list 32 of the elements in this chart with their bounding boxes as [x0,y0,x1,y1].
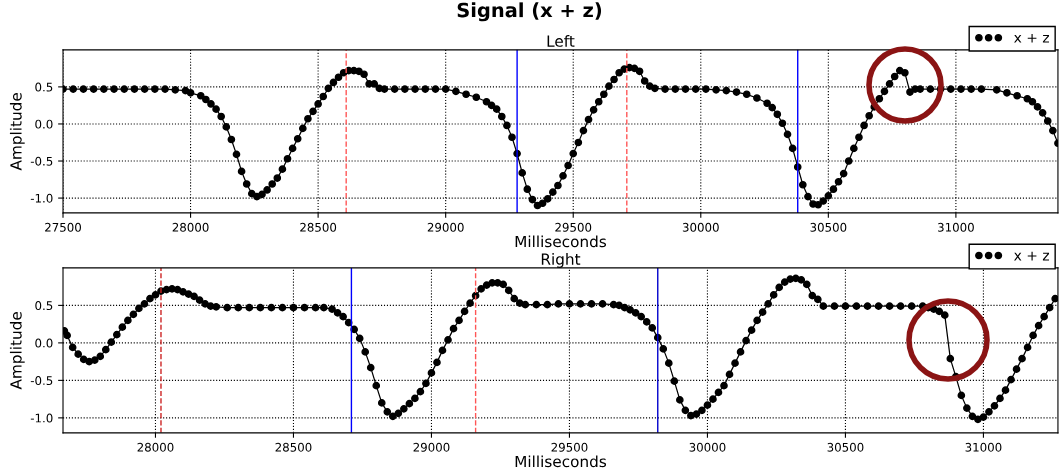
x-tick-label: 29000 [427,222,464,232]
y-axis-title: Amplitude [9,312,25,390]
x-tick-label: 28500 [300,222,337,232]
y-tick-label: 0.5 [35,82,53,92]
x-tick-label: 29500 [555,222,592,232]
y-tick-label: -0.5 [30,156,53,166]
y-tick-label: -1.0 [30,193,53,203]
x-tick-label: 30500 [827,442,864,452]
x-tick-label: 30000 [682,222,719,232]
x-tick-label: 29500 [551,442,588,452]
x-axis-title: Milliseconds [515,235,607,248]
x-tick-label: 31000 [938,222,974,232]
x-tick-label: 31000 [965,442,1002,452]
x-tick-label: 28000 [137,442,174,452]
x-tick-label: 27500 [45,222,81,232]
x-tick-label: 29000 [413,442,450,452]
y-tick-label: 0.5 [35,301,53,311]
y-tick-label: 0.0 [35,338,53,348]
chart-subtitle: Left [547,35,575,47]
x-tick-label: 28000 [172,222,209,232]
legend-label: x + z [1014,251,1050,261]
x-axis-title: Milliseconds [515,455,607,468]
chart-title: Signal (x + z) [457,2,602,22]
x-tick-label: 30500 [810,222,847,232]
x-tick-label: 28500 [275,442,312,452]
y-tick-label: -1.0 [30,413,53,423]
legend-label: x + z [1014,33,1050,43]
y-tick-label: 0.0 [35,119,53,129]
y-tick-label: -0.5 [30,376,53,386]
y-axis-title: Amplitude [9,93,25,171]
x-tick-label: 30000 [689,442,726,452]
chart-subtitle: Right [541,253,581,268]
